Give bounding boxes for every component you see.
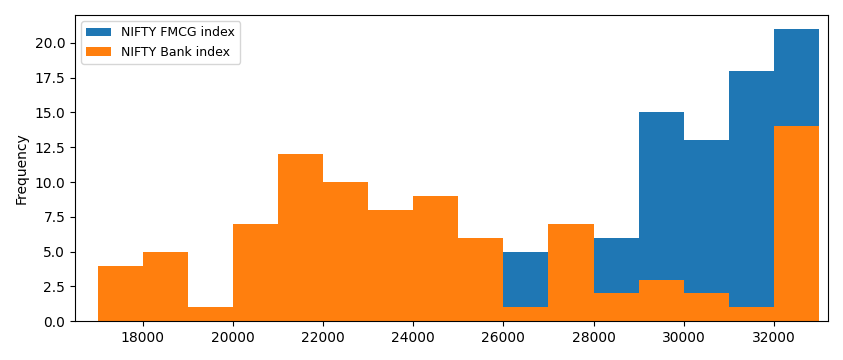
Bar <box>593 293 639 321</box>
Legend: NIFTY FMCG index, NIFTY Bank index: NIFTY FMCG index, NIFTY Bank index <box>81 21 240 63</box>
Bar <box>639 112 684 321</box>
Bar <box>503 252 549 321</box>
Bar <box>323 182 368 321</box>
Bar <box>503 307 549 321</box>
Bar <box>459 307 503 321</box>
Bar <box>142 252 188 321</box>
Bar <box>549 224 593 321</box>
Bar <box>774 126 819 321</box>
Bar <box>639 279 684 321</box>
Bar <box>368 307 413 321</box>
Bar <box>278 154 323 321</box>
Bar <box>729 307 774 321</box>
Bar <box>774 29 819 321</box>
Bar <box>593 238 639 321</box>
Bar <box>413 293 459 321</box>
Y-axis label: Frequency: Frequency <box>15 132 29 204</box>
Bar <box>98 266 142 321</box>
Bar <box>368 210 413 321</box>
Bar <box>729 71 774 321</box>
Bar <box>233 224 278 321</box>
Bar <box>549 224 593 321</box>
Bar <box>413 196 459 321</box>
Bar <box>684 293 729 321</box>
Bar <box>684 140 729 321</box>
Bar <box>459 238 503 321</box>
Bar <box>188 307 233 321</box>
